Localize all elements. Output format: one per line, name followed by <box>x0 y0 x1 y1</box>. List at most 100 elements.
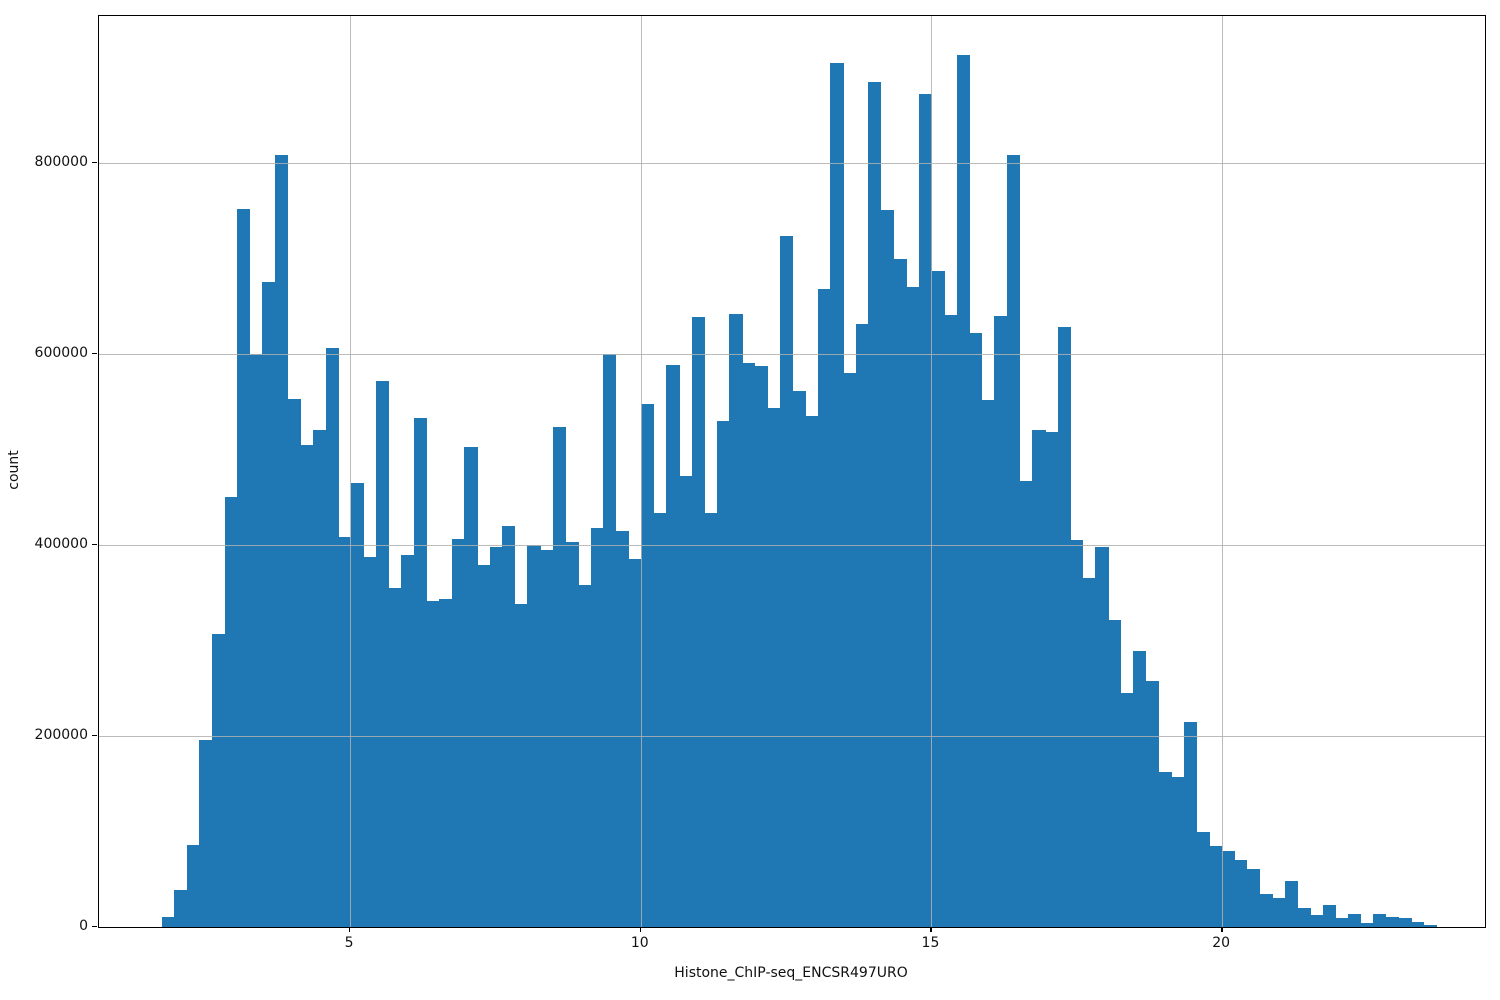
histogram-bar <box>325 348 339 927</box>
histogram-bar <box>603 354 617 927</box>
histogram-bar <box>401 554 415 927</box>
histogram-bar <box>1347 913 1362 927</box>
histogram-bar <box>1335 918 1349 927</box>
histogram-bar <box>754 366 768 927</box>
histogram-bar <box>1272 898 1286 927</box>
histogram-bar <box>628 559 642 927</box>
histogram-bar <box>1133 651 1147 927</box>
histogram-bar <box>1297 907 1311 927</box>
histogram-bar <box>350 482 365 927</box>
histogram-bar <box>1208 845 1223 927</box>
histogram-bar <box>792 391 806 927</box>
histogram-bar <box>161 917 175 927</box>
y-tick <box>92 353 97 355</box>
histogram-bar <box>451 539 465 927</box>
y-axis-label: count <box>6 450 22 490</box>
histogram-bar <box>1234 860 1248 927</box>
histogram-bar <box>413 418 428 927</box>
histogram-bar <box>1423 924 1437 927</box>
histogram-bar <box>1044 432 1059 927</box>
histogram-bar <box>300 444 314 927</box>
histogram-bar <box>502 525 516 927</box>
histogram-bar <box>477 565 491 927</box>
y-tick <box>92 162 97 164</box>
histogram-bar <box>1385 917 1399 927</box>
histogram-bar <box>1360 923 1374 927</box>
histogram-bar <box>678 476 693 927</box>
y-tick-label: 600000 <box>34 345 88 362</box>
x-tick-label: 10 <box>630 935 649 951</box>
histogram-bar <box>1246 868 1261 927</box>
histogram-bar <box>577 585 592 927</box>
histogram-bar <box>843 373 857 927</box>
histogram-bar <box>767 407 781 927</box>
histogram-bar <box>906 287 920 927</box>
histogram-bar <box>540 549 554 927</box>
histogram-bar <box>641 403 655 927</box>
histogram-bar <box>830 62 844 927</box>
histogram-bar <box>994 315 1008 927</box>
histogram-bar <box>275 155 289 927</box>
y-gridline <box>99 163 1485 165</box>
histogram-bar <box>1398 918 1412 927</box>
y-tick-label: 0 <box>79 918 88 934</box>
histogram-bar <box>868 81 882 927</box>
histogram-bar <box>312 430 327 927</box>
y-tick-label: 800000 <box>34 154 88 171</box>
histogram-bar <box>1120 693 1134 927</box>
x-gridline <box>640 16 642 927</box>
histogram-bar <box>956 55 970 927</box>
histogram-bar <box>943 314 958 927</box>
histogram-bar <box>1284 881 1298 927</box>
histogram-bar <box>1322 905 1336 927</box>
histogram-bar <box>969 333 983 927</box>
histogram-bar <box>1410 922 1425 927</box>
histogram-bar <box>817 289 831 927</box>
histogram-bar <box>893 258 907 927</box>
histogram-bar <box>1309 914 1324 927</box>
histogram-bar <box>565 542 579 927</box>
histogram-bar <box>1007 155 1021 927</box>
histogram-bar <box>615 530 630 927</box>
histogram-bar <box>931 270 945 927</box>
histogram-bar <box>376 380 390 927</box>
histogram-bar <box>237 208 251 927</box>
histogram-bar <box>1183 721 1197 927</box>
histogram-bar <box>1373 913 1387 927</box>
histogram-bar <box>1158 772 1172 927</box>
histogram-bar <box>426 601 440 927</box>
x-tick-label: 15 <box>921 935 940 951</box>
histogram-bar <box>338 537 352 927</box>
y-tick <box>92 926 97 928</box>
histogram-bar <box>514 604 529 927</box>
histogram-bar <box>174 889 188 927</box>
histogram-bar <box>981 399 996 927</box>
histogram-bar <box>186 844 200 927</box>
histogram-bar <box>1259 893 1273 927</box>
y-tick <box>92 735 97 737</box>
histogram-bar <box>224 497 238 927</box>
histogram-bar <box>691 316 705 927</box>
histogram-bar <box>1057 327 1071 927</box>
plot-area <box>98 15 1486 928</box>
x-gridline <box>931 16 933 927</box>
y-tick <box>92 544 97 546</box>
x-tick-label: 5 <box>344 935 354 951</box>
y-gridline <box>99 736 1485 737</box>
histogram-bar <box>363 557 377 927</box>
histogram-bar <box>742 362 756 927</box>
histogram-bar <box>855 323 869 927</box>
histogram-bar <box>704 512 718 927</box>
x-tick <box>1221 927 1223 932</box>
histogram-bar <box>388 588 402 927</box>
histogram-bar <box>590 527 604 927</box>
histogram-bar <box>1196 831 1210 927</box>
x-gridline <box>350 16 352 927</box>
histogram-bar <box>779 235 794 927</box>
histogram-bar <box>653 512 667 927</box>
histogram-bar <box>880 209 895 927</box>
x-tick <box>349 927 351 932</box>
x-axis-label: Histone_ChIP-seq_ENCSR497URO <box>674 965 908 981</box>
histogram-bar <box>1221 850 1235 927</box>
